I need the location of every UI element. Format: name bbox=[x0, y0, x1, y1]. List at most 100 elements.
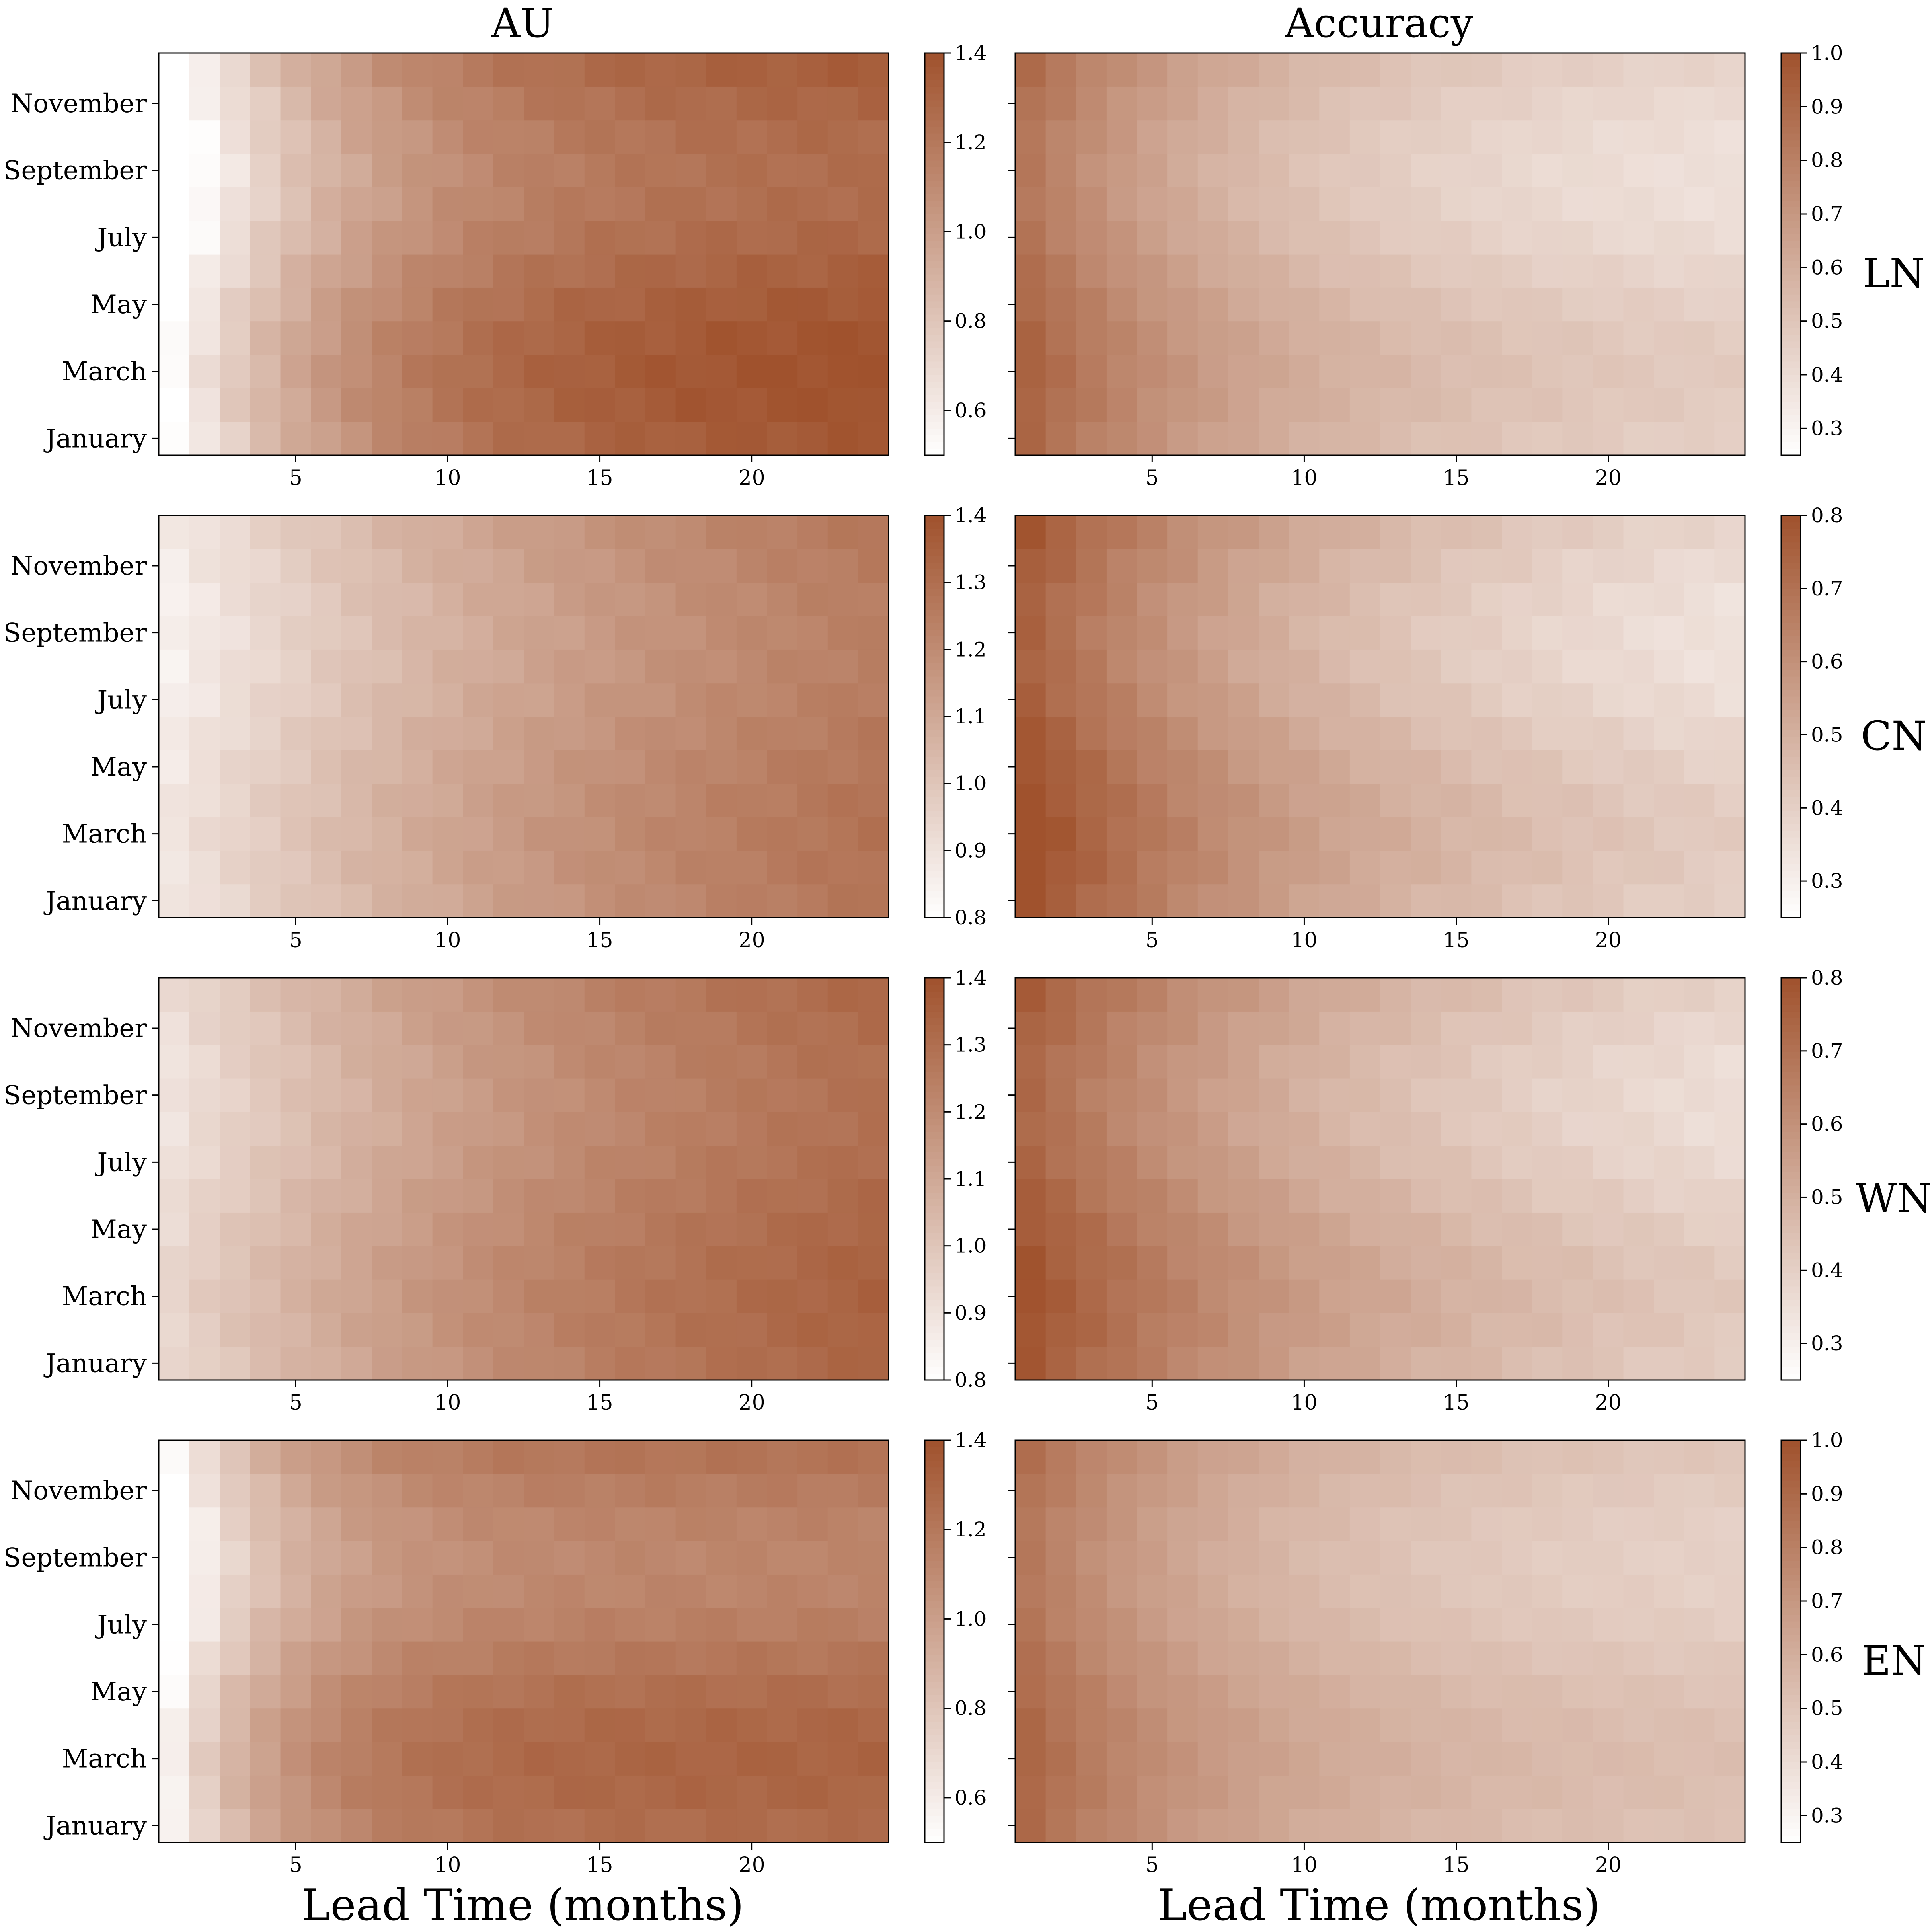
heatmap-cell bbox=[220, 421, 250, 456]
heatmap-cell bbox=[1319, 616, 1350, 650]
heatmap-cell bbox=[1015, 187, 1046, 221]
heatmap-cell bbox=[1045, 120, 1076, 154]
colorbar-step bbox=[925, 1058, 944, 1066]
heatmap-cell bbox=[1623, 1279, 1654, 1313]
heatmap-cell bbox=[1319, 388, 1350, 422]
heatmap-cell bbox=[463, 1809, 494, 1843]
heatmap-cell bbox=[1654, 1011, 1685, 1045]
heatmap-cell bbox=[858, 1474, 889, 1508]
heatmap-cell bbox=[1289, 1440, 1320, 1474]
heatmap-cell bbox=[1562, 1608, 1593, 1642]
heatmap-cell bbox=[1502, 120, 1533, 154]
heatmap-cell bbox=[1259, 321, 1289, 355]
colorbar-step bbox=[925, 522, 944, 529]
heatmap-cell bbox=[1532, 1708, 1563, 1742]
heatmap-cell bbox=[1045, 321, 1076, 355]
heatmap-cell bbox=[1349, 1212, 1381, 1246]
heatmap-cell bbox=[858, 1212, 889, 1246]
heatmap-cell bbox=[1411, 154, 1441, 187]
heatmap-cell bbox=[797, 1708, 828, 1742]
heatmap-cell bbox=[1411, 388, 1441, 422]
colorbar-step bbox=[1781, 1634, 1801, 1642]
heatmap-cell bbox=[706, 86, 737, 121]
colorbar-tick-label: 0.7 bbox=[1811, 202, 1843, 226]
heatmap-cell bbox=[797, 421, 828, 456]
heatmap-cell bbox=[1562, 287, 1593, 322]
heatmap-cell bbox=[402, 1246, 433, 1280]
heatmap-cell bbox=[1228, 1313, 1259, 1347]
heatmap-cell bbox=[1106, 421, 1137, 456]
colorbar-step bbox=[925, 1682, 944, 1689]
heatmap-cell bbox=[1015, 287, 1046, 322]
colorbar-step bbox=[925, 837, 944, 844]
colorbar-tick-label: 0.6 bbox=[955, 399, 987, 422]
heatmap-cell bbox=[554, 1474, 585, 1508]
heatmap-cell bbox=[858, 884, 889, 918]
heatmap-cell bbox=[250, 884, 281, 918]
heatmap-cell bbox=[1015, 1574, 1046, 1608]
heatmap-cell bbox=[1076, 1809, 1107, 1843]
plot-frame bbox=[158, 515, 889, 918]
heatmap-cell bbox=[1380, 1474, 1411, 1508]
heatmap-cell bbox=[1259, 1507, 1289, 1541]
heatmap-cell bbox=[341, 1474, 372, 1508]
heatmap-cell bbox=[1289, 1246, 1320, 1280]
heatmap-cell bbox=[1167, 1045, 1198, 1079]
heatmap-cell bbox=[1411, 321, 1441, 355]
heatmap-cell bbox=[1380, 1742, 1411, 1776]
heatmap-cell bbox=[250, 1212, 281, 1246]
heatmap-cell bbox=[402, 515, 433, 549]
heatmap-cell bbox=[554, 1574, 585, 1608]
heatmap-cell bbox=[1289, 1279, 1320, 1313]
heatmap-cell bbox=[1441, 187, 1472, 221]
heatmap-cell bbox=[736, 1179, 768, 1213]
heatmap-cell bbox=[1228, 1078, 1259, 1112]
heatmap-cell bbox=[1197, 120, 1228, 154]
heatmap-cell bbox=[1076, 549, 1107, 583]
colorbar-step bbox=[1781, 589, 1801, 596]
colorbar-step bbox=[925, 897, 944, 905]
colorbar-step bbox=[925, 1581, 944, 1588]
heatmap-cell bbox=[1471, 515, 1502, 549]
heatmap-cell bbox=[1532, 1346, 1563, 1380]
heatmap-cell bbox=[615, 515, 646, 549]
colorbar-step bbox=[925, 1031, 944, 1039]
heatmap-cell bbox=[1380, 978, 1411, 1012]
heatmap-cell bbox=[706, 254, 737, 288]
heatmap-cell bbox=[250, 321, 281, 355]
heatmap-cell bbox=[615, 750, 646, 784]
colorbar-step bbox=[1781, 1682, 1801, 1689]
heatmap-cell bbox=[220, 1775, 250, 1809]
colorbar-step bbox=[925, 797, 944, 804]
colorbar-tick-label: 0.9 bbox=[1811, 95, 1843, 118]
heatmap-cell bbox=[189, 1440, 220, 1474]
heatmap-cell bbox=[645, 1742, 676, 1776]
heatmap-cell bbox=[1441, 1246, 1472, 1280]
heatmap-cell bbox=[1593, 355, 1624, 388]
heatmap-cell bbox=[189, 1246, 220, 1280]
heatmap-cell bbox=[1228, 1011, 1259, 1045]
heatmap-cell bbox=[676, 1440, 706, 1474]
heatmap-cell bbox=[1349, 321, 1381, 355]
heatmap-cell bbox=[524, 549, 554, 583]
heatmap-cell bbox=[159, 1145, 190, 1179]
heatmap-cell bbox=[1532, 1279, 1563, 1313]
colorbar-step bbox=[1781, 649, 1801, 657]
heatmap-cell bbox=[1714, 616, 1745, 650]
heatmap-cell bbox=[1319, 717, 1350, 750]
heatmap-cell bbox=[1532, 1112, 1563, 1146]
heatmap-cell bbox=[250, 53, 281, 87]
heatmap-cell bbox=[1562, 86, 1593, 121]
heatmap-cell bbox=[280, 884, 311, 918]
heatmap-cell bbox=[827, 321, 858, 355]
heatmap-cell bbox=[1502, 1346, 1533, 1380]
heatmap-cell bbox=[250, 1145, 281, 1179]
heatmap-cell bbox=[706, 717, 737, 750]
heatmap-cell bbox=[493, 86, 524, 121]
heatmap-cell bbox=[767, 1608, 798, 1642]
heatmap-cell bbox=[736, 850, 768, 885]
colorbar-step bbox=[925, 1494, 944, 1501]
colorbar-step bbox=[1781, 1038, 1801, 1045]
heatmap-cell bbox=[524, 1775, 554, 1809]
heatmap-cell bbox=[645, 53, 676, 87]
